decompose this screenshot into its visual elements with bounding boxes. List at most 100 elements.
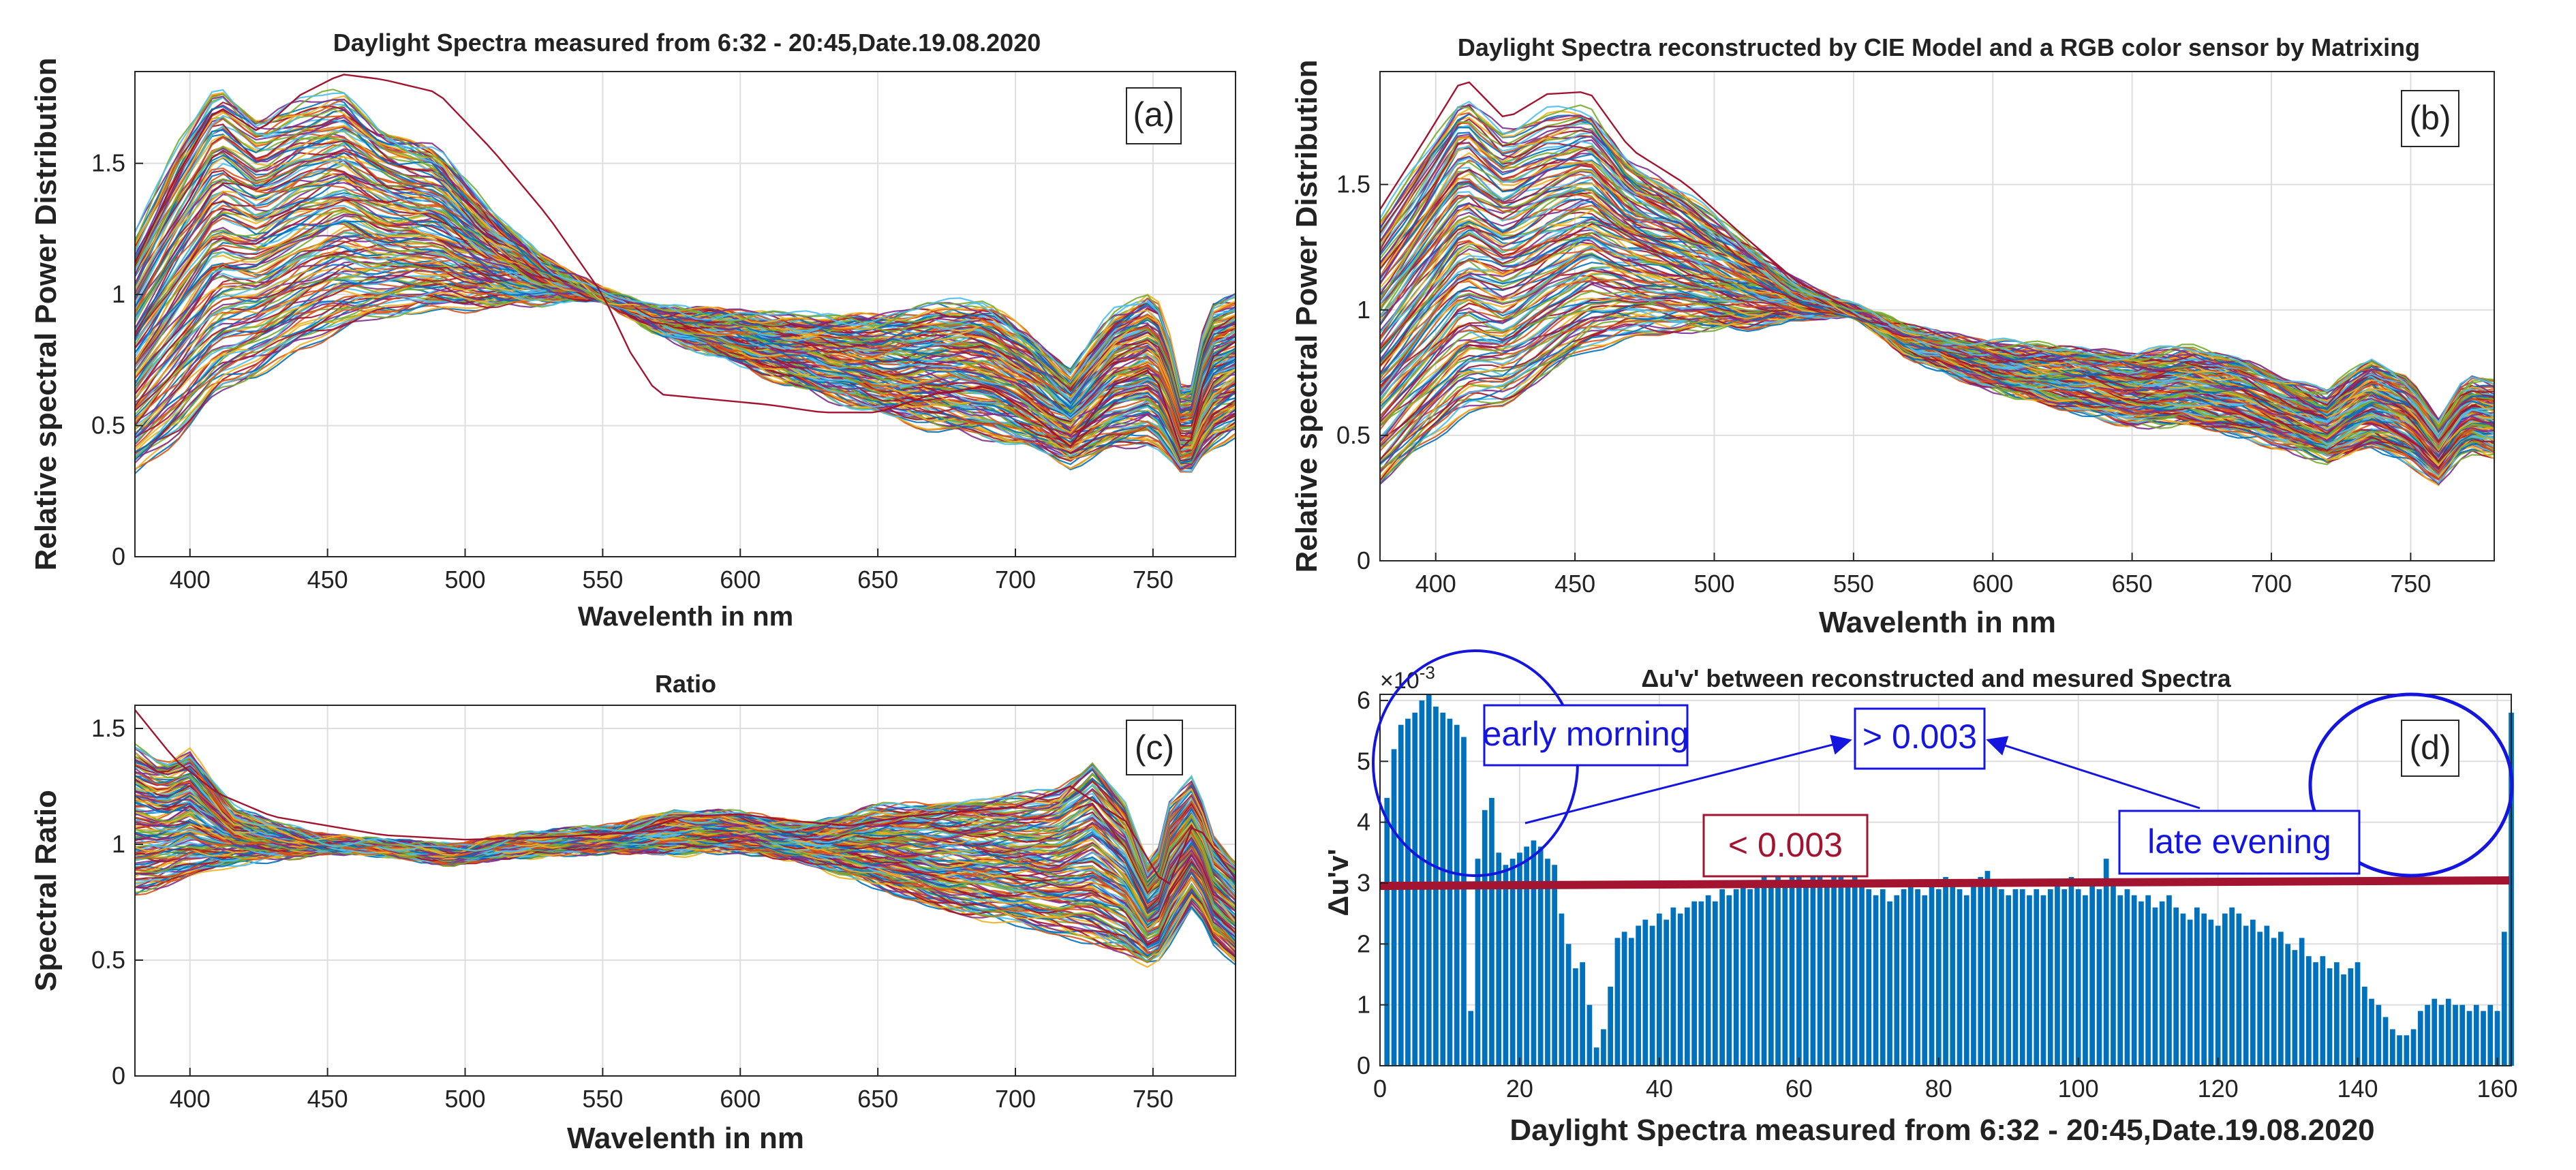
bar bbox=[2445, 998, 2451, 1066]
bar bbox=[1475, 859, 1481, 1066]
x-tick-label: 650 bbox=[857, 566, 898, 594]
early-morning-label: early morning bbox=[1483, 715, 1689, 753]
bar bbox=[1559, 913, 1565, 1066]
bar bbox=[2215, 925, 2221, 1066]
bar bbox=[1524, 846, 1529, 1066]
panel-a-title: Daylight Spectra measured from 6:32 - 20… bbox=[333, 29, 1041, 57]
bar bbox=[2382, 1017, 2389, 1066]
bar bbox=[1677, 913, 1683, 1066]
bar bbox=[2019, 889, 2025, 1066]
above-threshold-label: > 0.003 bbox=[1862, 718, 1977, 756]
panel-a-yticks: 0 0.5 1 1.5 bbox=[91, 149, 143, 570]
x-tick-label: 600 bbox=[720, 1085, 761, 1113]
panel-c-xticks: 400 450 500 550 600 650 700 750 bbox=[170, 1068, 1174, 1113]
bar bbox=[1782, 883, 1788, 1066]
below-threshold-box bbox=[1702, 814, 1869, 878]
panel-c-lines bbox=[134, 709, 1236, 968]
y-tick-label: 3 bbox=[1357, 869, 1370, 897]
y-tick-label: 2 bbox=[1357, 929, 1370, 957]
bar bbox=[1537, 846, 1544, 1066]
panel-a-label: (a) bbox=[1133, 95, 1174, 134]
bar bbox=[1391, 749, 1397, 1066]
x-tick-label: 650 bbox=[857, 1085, 898, 1113]
y-tick-label: 0 bbox=[1357, 546, 1370, 574]
bar bbox=[1831, 877, 1837, 1066]
bar bbox=[2138, 901, 2144, 1066]
bar bbox=[2459, 1004, 2466, 1066]
panel-a-xticks: 400 450 500 550 600 650 700 750 bbox=[170, 549, 1174, 594]
bar bbox=[2061, 889, 2068, 1066]
bar bbox=[1657, 913, 1662, 1066]
panel-d-yticks: 0 1 2 3 4 5 6 bbox=[1357, 686, 1388, 1079]
x-tick-label: 750 bbox=[1133, 1085, 1174, 1113]
panel-d-plot-frame bbox=[1379, 694, 2512, 1066]
bar bbox=[1601, 1029, 1606, 1066]
spectrum-line bbox=[134, 89, 1236, 390]
bar bbox=[1845, 883, 1851, 1066]
bar bbox=[2236, 913, 2242, 1066]
spectrum-line bbox=[1379, 103, 2495, 422]
bar bbox=[1733, 889, 1739, 1066]
bar bbox=[2194, 907, 2200, 1066]
bar bbox=[1580, 962, 1585, 1066]
bar bbox=[1552, 865, 1557, 1066]
spectrum-line bbox=[134, 95, 1236, 388]
bar bbox=[1531, 840, 1537, 1066]
bar bbox=[1636, 925, 1641, 1066]
bar bbox=[1978, 877, 1984, 1066]
bar bbox=[2034, 889, 2040, 1066]
x-tick-label: 550 bbox=[582, 1085, 623, 1113]
bar bbox=[1922, 895, 1928, 1066]
y-tick-label: 0 bbox=[112, 1062, 125, 1090]
spectrum-line bbox=[1379, 100, 2495, 424]
bar bbox=[1943, 877, 1948, 1066]
bar bbox=[2466, 1011, 2472, 1066]
bar bbox=[2089, 883, 2095, 1066]
bar bbox=[1754, 883, 1760, 1066]
x-tick-label: 500 bbox=[1693, 570, 1734, 598]
arrow-from-late-evening bbox=[1986, 736, 2201, 810]
outlier-spectrum-line bbox=[134, 74, 1236, 450]
spectrum-line bbox=[1379, 132, 2495, 427]
y-tick-label: 1 bbox=[112, 830, 125, 858]
bar bbox=[1461, 737, 1467, 1066]
bar bbox=[1573, 968, 1578, 1066]
bar bbox=[2068, 877, 2074, 1066]
panel-a: Daylight Spectra measured from 6:32 - 20… bbox=[29, 29, 1236, 632]
bar bbox=[2473, 1004, 2479, 1066]
spectrum-line bbox=[134, 831, 1236, 934]
bar bbox=[2117, 895, 2123, 1066]
y-tick-label: 0.5 bbox=[91, 946, 125, 974]
bar bbox=[1789, 871, 1795, 1066]
bar bbox=[2299, 938, 2305, 1066]
bar bbox=[1810, 871, 1816, 1066]
bar bbox=[1489, 797, 1494, 1066]
bar bbox=[1629, 938, 1634, 1066]
bar bbox=[2166, 895, 2172, 1066]
arrow-from-early-morning bbox=[1524, 735, 1852, 825]
panel-c-plot-frame bbox=[134, 705, 1236, 1077]
bar bbox=[1852, 877, 1858, 1066]
bar bbox=[1747, 889, 1753, 1066]
panel-d-bars bbox=[1384, 694, 2514, 1066]
bar bbox=[2438, 1004, 2444, 1066]
x-tick-label: 40 bbox=[1646, 1075, 1673, 1103]
panel-b-lines bbox=[1379, 81, 2495, 487]
bar bbox=[1608, 986, 1613, 1066]
x-tick-label: 60 bbox=[1785, 1075, 1813, 1103]
panel-b-xlabel: Wavelenth in nm bbox=[1819, 606, 2056, 639]
panel-d: Δu'v' between reconstructed and mesured … bbox=[1322, 649, 2518, 1147]
above-threshold-box bbox=[1854, 707, 1986, 770]
bar bbox=[1817, 877, 1823, 1066]
bar bbox=[1991, 883, 1997, 1066]
bar bbox=[2348, 968, 2354, 1066]
bar bbox=[2250, 919, 2256, 1066]
bar bbox=[1907, 883, 1914, 1066]
late-evening-label: late evening bbox=[2147, 822, 2331, 861]
x-tick-label: 120 bbox=[2198, 1075, 2239, 1103]
bar bbox=[1761, 877, 1767, 1066]
outlier-spectrum-line bbox=[134, 709, 1236, 885]
bar bbox=[1691, 901, 1697, 1066]
bar bbox=[2362, 986, 2367, 1066]
x-tick-label: 700 bbox=[995, 1085, 1036, 1113]
